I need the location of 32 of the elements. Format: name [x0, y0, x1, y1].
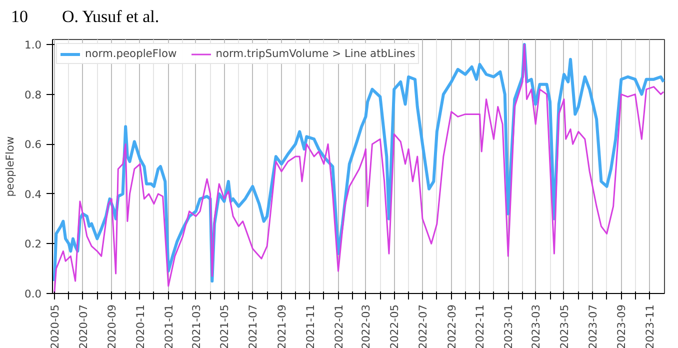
x-tick-label: 2021-09: [275, 304, 288, 348]
y-tick-label: 1.0: [24, 38, 42, 52]
y-tick-label: 0.6: [24, 138, 42, 152]
x-tick-label: 2023-01: [502, 304, 516, 348]
x-tick-label: 2020-05: [48, 304, 62, 348]
x-tick-label: 2023-05: [558, 304, 571, 348]
x-tick-label: 2023-09: [615, 304, 628, 348]
x-tick-label: 2023-11: [644, 304, 657, 348]
legend-label: norm.tripSumVolume > Line atbLines: [216, 47, 416, 60]
text: 10 O. Yusuf et al.: [11, 7, 160, 26]
x-tick-label: 2021-03: [190, 304, 203, 348]
legend-label: norm.peopleFlow: [85, 47, 177, 60]
x-tick-label: 2021-11: [304, 304, 317, 348]
x-tick-label: 2022-05: [388, 304, 402, 348]
x-tick-label: 2022-01: [332, 304, 346, 348]
x-tick-label: 2022-03: [360, 304, 373, 348]
x-tick-label: 2022-07: [416, 304, 430, 348]
x-tick-label: 2023-03: [530, 304, 543, 348]
x-tick-label: 2023-07: [586, 304, 600, 348]
y-tick-label: 0.2: [24, 238, 42, 251]
x-tick-label: 2021-07: [246, 304, 260, 348]
y-axis-title: peopleFlow: [4, 136, 17, 197]
y-tick-label: 0.0: [24, 288, 42, 300]
x-tick-label: 2020-09: [106, 304, 119, 348]
x-tick-label: 2020-07: [76, 304, 90, 348]
x-tick-label: 2022-09: [445, 304, 458, 348]
x-tick-label: 2021-01: [162, 304, 176, 348]
y-tick-label: 0.4: [24, 188, 42, 201]
x-tick-label: 2020-11: [134, 304, 147, 348]
x-tick-label: 2022-11: [474, 304, 487, 348]
x-tick-label: 2021-05: [218, 304, 232, 348]
y-tick-label: 0.8: [24, 88, 42, 102]
